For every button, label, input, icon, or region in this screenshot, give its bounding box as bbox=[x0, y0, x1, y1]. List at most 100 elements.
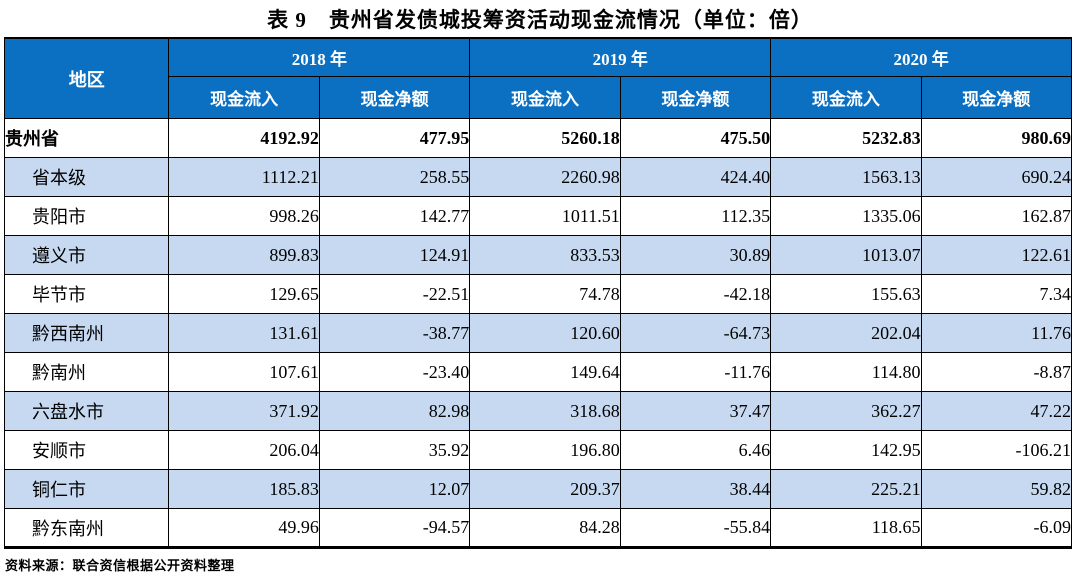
value-cell: 690.24 bbox=[920, 157, 1073, 197]
header-year-row: 地区 2018 年 2019 年 2020 年 bbox=[3, 37, 1072, 119]
value-cell: 30.89 bbox=[619, 235, 772, 275]
value-cell: 162.87 bbox=[920, 196, 1073, 236]
value-cell: 7.34 bbox=[920, 274, 1073, 314]
col-header-2019-inflow: 现金流入 bbox=[469, 76, 621, 119]
value-cell: 1335.06 bbox=[770, 196, 922, 236]
value-cell: 38.44 bbox=[619, 469, 772, 509]
col-header-2019-net: 现金净额 bbox=[619, 76, 772, 119]
region-cell: 黔南州 bbox=[3, 352, 170, 392]
year-header-2019: 2019 年 bbox=[469, 37, 772, 77]
value-cell: 362.27 bbox=[770, 391, 922, 431]
value-cell: 49.96 bbox=[168, 508, 320, 548]
value-cell: 1013.07 bbox=[770, 235, 922, 275]
value-cell: 5232.83 bbox=[770, 118, 922, 158]
value-cell: 114.80 bbox=[770, 352, 922, 392]
value-cell: 6.46 bbox=[619, 430, 772, 470]
value-cell: 37.47 bbox=[619, 391, 772, 431]
value-cell: 107.61 bbox=[168, 352, 320, 392]
region-cell: 毕节市 bbox=[3, 274, 170, 314]
value-cell: 475.50 bbox=[619, 118, 772, 158]
value-cell: 120.60 bbox=[469, 313, 621, 353]
region-cell: 省本级 bbox=[3, 157, 170, 197]
region-cell: 六盘水市 bbox=[3, 391, 170, 431]
value-cell: 12.07 bbox=[318, 469, 471, 509]
col-header-2020-inflow: 现金流入 bbox=[770, 76, 922, 119]
region-cell: 安顺市 bbox=[3, 430, 170, 470]
region-cell: 黔西南州 bbox=[3, 313, 170, 353]
col-header-2020-net: 现金净额 bbox=[920, 76, 1073, 119]
value-cell: 149.64 bbox=[469, 352, 621, 392]
value-cell: 185.83 bbox=[168, 469, 320, 509]
value-cell: 84.28 bbox=[469, 508, 621, 548]
value-cell: 47.22 bbox=[920, 391, 1073, 431]
table-row: 毕节市 129.65 -22.51 74.78 -42.18 155.63 7.… bbox=[3, 274, 1073, 314]
value-cell: -55.84 bbox=[619, 508, 772, 548]
value-cell: -42.18 bbox=[619, 274, 772, 314]
value-cell: 5260.18 bbox=[469, 118, 621, 158]
value-cell: 11.76 bbox=[920, 313, 1073, 353]
value-cell: 980.69 bbox=[920, 118, 1073, 158]
table-row: 贵州省 4192.92 477.95 5260.18 475.50 5232.8… bbox=[3, 118, 1073, 158]
value-cell: 196.80 bbox=[469, 430, 621, 470]
table-row: 黔南州 107.61 -23.40 149.64 -11.76 114.80 -… bbox=[3, 352, 1073, 392]
value-cell: 1011.51 bbox=[469, 196, 621, 236]
value-cell: 59.82 bbox=[920, 469, 1073, 509]
region-cell: 遵义市 bbox=[3, 235, 170, 275]
value-cell: -106.21 bbox=[920, 430, 1073, 470]
value-cell: -94.57 bbox=[318, 508, 471, 548]
value-cell: 129.65 bbox=[168, 274, 320, 314]
value-cell: 899.83 bbox=[168, 235, 320, 275]
source-note: 资料来源：联合资信根据公开资料整理 bbox=[5, 558, 235, 573]
value-cell: 122.61 bbox=[920, 235, 1073, 275]
value-cell: -8.87 bbox=[920, 352, 1073, 392]
value-cell: 155.63 bbox=[770, 274, 922, 314]
table-row: 六盘水市 371.92 82.98 318.68 37.47 362.27 47… bbox=[3, 391, 1073, 431]
region-column-header: 地区 bbox=[3, 37, 170, 119]
value-cell: 124.91 bbox=[318, 235, 471, 275]
col-header-2018-net: 现金净额 bbox=[318, 76, 471, 119]
value-cell: 1112.21 bbox=[168, 157, 320, 197]
value-cell: -38.77 bbox=[318, 313, 471, 353]
table-row: 黔东南州 49.96 -94.57 84.28 -55.84 118.65 -6… bbox=[3, 508, 1073, 548]
value-cell: 35.92 bbox=[318, 430, 471, 470]
value-cell: 142.77 bbox=[318, 196, 471, 236]
value-cell: -22.51 bbox=[318, 274, 471, 314]
value-cell: 74.78 bbox=[469, 274, 621, 314]
value-cell: 131.61 bbox=[168, 313, 320, 353]
value-cell: 206.04 bbox=[168, 430, 320, 470]
value-cell: 833.53 bbox=[469, 235, 621, 275]
value-cell: 318.68 bbox=[469, 391, 621, 431]
value-cell: -11.76 bbox=[619, 352, 772, 392]
value-cell: 4192.92 bbox=[168, 118, 320, 158]
value-cell: -23.40 bbox=[318, 352, 471, 392]
value-cell: 225.21 bbox=[770, 469, 922, 509]
value-cell: 258.55 bbox=[318, 157, 471, 197]
table-row: 省本级 1112.21 258.55 2260.98 424.40 1563.1… bbox=[3, 157, 1073, 197]
table-row: 黔西南州 131.61 -38.77 120.60 -64.73 202.04 … bbox=[3, 313, 1073, 353]
year-header-2020: 2020 年 bbox=[770, 37, 1072, 77]
value-cell: 2260.98 bbox=[469, 157, 621, 197]
value-cell: 202.04 bbox=[770, 313, 922, 353]
value-cell: 1563.13 bbox=[770, 157, 922, 197]
col-header-2018-inflow: 现金流入 bbox=[168, 76, 320, 119]
header-sub-row: 现金流入 现金净额 现金流入 现金净额 现金流入 现金净额 bbox=[5, 76, 1073, 119]
year-header-2018: 2018 年 bbox=[168, 37, 471, 77]
value-cell: 998.26 bbox=[168, 196, 320, 236]
region-cell: 贵阳市 bbox=[3, 196, 170, 236]
value-cell: 209.37 bbox=[469, 469, 621, 509]
table-row: 遵义市 899.83 124.91 833.53 30.89 1013.07 1… bbox=[3, 235, 1073, 275]
value-cell: 82.98 bbox=[318, 391, 471, 431]
table-row: 铜仁市 185.83 12.07 209.37 38.44 225.21 59.… bbox=[3, 469, 1073, 509]
value-cell: 477.95 bbox=[318, 118, 471, 158]
value-cell: 424.40 bbox=[619, 157, 772, 197]
value-cell: 142.95 bbox=[770, 430, 922, 470]
value-cell: -6.09 bbox=[920, 508, 1073, 548]
table-row: 安顺市 206.04 35.92 196.80 6.46 142.95 -106… bbox=[3, 430, 1073, 470]
value-cell: 118.65 bbox=[770, 508, 922, 548]
cash-flow-table: 地区 2018 年 2019 年 2020 年 现金流入 现金净额 现金流入 现… bbox=[3, 37, 1073, 549]
table-title: 表 9 贵州省发债城投筹资活动现金流情况（单位：倍） bbox=[267, 8, 813, 32]
region-cell: 铜仁市 bbox=[3, 469, 170, 509]
value-cell: 371.92 bbox=[168, 391, 320, 431]
region-cell: 黔东南州 bbox=[3, 508, 170, 548]
